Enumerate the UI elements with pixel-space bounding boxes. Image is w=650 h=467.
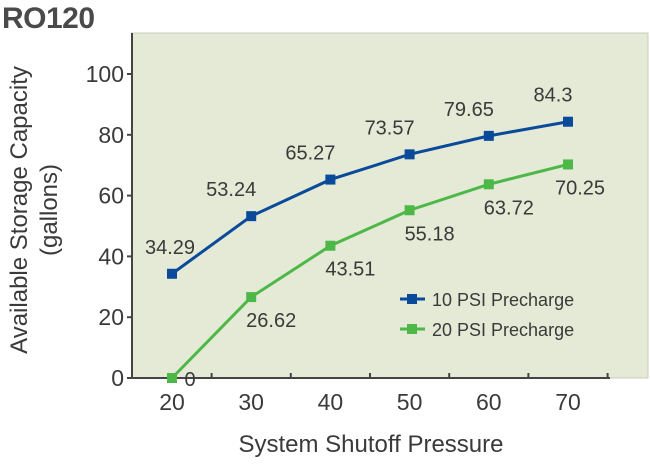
data-point — [167, 373, 177, 383]
data-point — [246, 292, 257, 303]
y-tick-label: 40 — [98, 243, 124, 269]
y-tick-label: 0 — [111, 365, 124, 391]
data-point — [404, 205, 415, 216]
y-tick-label: 80 — [98, 122, 124, 148]
legend-marker — [407, 294, 417, 304]
x-tick-label: 20 — [159, 389, 185, 415]
data-point — [483, 179, 494, 190]
legend-label: 10 PSI Precharge — [432, 290, 574, 310]
legend-marker — [407, 324, 417, 334]
chart-title: RO120 — [2, 2, 95, 35]
y-axis-label-line: (gallons) — [36, 164, 63, 256]
data-point — [246, 211, 257, 222]
x-tick-label: 60 — [476, 389, 502, 415]
data-point — [563, 116, 573, 127]
data-point — [167, 268, 177, 279]
series-line — [170, 162, 569, 380]
data-label: 79.65 — [444, 99, 494, 121]
x-tick-label: 30 — [238, 389, 264, 415]
legend-label: 20 PSI Precharge — [432, 320, 574, 340]
data-label: 0 — [184, 369, 195, 391]
data-label: 73.57 — [365, 117, 415, 139]
data-point — [325, 240, 336, 251]
x-tick-label: 70 — [555, 389, 581, 415]
series-line — [171, 120, 569, 275]
x-tick-label: 40 — [318, 389, 344, 415]
data-label: 65.27 — [285, 143, 335, 165]
data-label: 34.29 — [145, 237, 195, 259]
plot-background — [131, 32, 649, 379]
y-tick-label: 100 — [86, 61, 124, 87]
y-tick-label: 60 — [98, 183, 124, 209]
data-label: 84.3 — [534, 85, 573, 107]
data-point — [563, 159, 573, 170]
data-label: 63.72 — [484, 197, 534, 219]
data-label: 55.18 — [405, 223, 455, 245]
x-axis-label: System Shutoff Pressure — [238, 431, 503, 458]
data-label: 43.51 — [325, 259, 375, 281]
y-axis-label-line: Available Storage Capacity — [6, 66, 33, 354]
data-label: 53.24 — [206, 179, 256, 201]
x-tick-label: 50 — [397, 389, 423, 415]
y-axis-label: Available Storage Capacity (gallons) — [6, 66, 63, 354]
data-label: 70.25 — [555, 177, 605, 199]
data-point — [483, 130, 494, 141]
data-point — [404, 149, 415, 160]
y-tick-label: 20 — [98, 304, 124, 330]
data-label: 26.62 — [246, 310, 296, 332]
data-point — [325, 174, 336, 185]
